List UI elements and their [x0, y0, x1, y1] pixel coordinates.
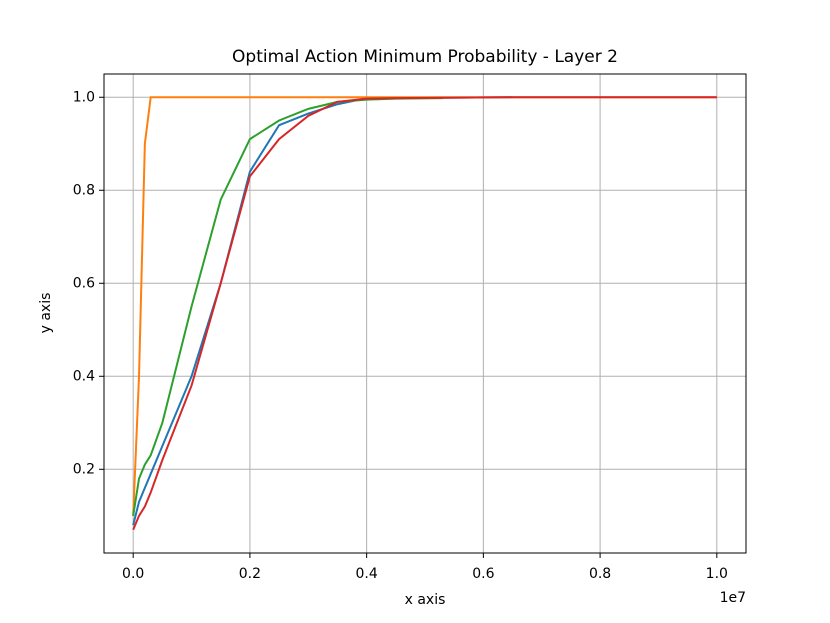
series-line: [132, 96, 717, 516]
x-tick-label: 1.0: [706, 566, 728, 582]
x-offset-label: 1e7: [720, 590, 746, 606]
y-tick-label: 0.6: [73, 275, 95, 291]
x-tick-label: 0.6: [472, 566, 494, 582]
y-axis-label: y axis: [38, 293, 54, 334]
series-line: [132, 96, 717, 531]
plot-frame: [103, 73, 747, 554]
x-tick-label: 0.0: [122, 566, 144, 582]
x-tick-label: 0.8: [589, 566, 611, 582]
y-tick-label: 1.0: [73, 89, 95, 105]
series-line: [132, 97, 443, 516]
chart-title: Optimal Action Minimum Probability - Lay…: [232, 47, 618, 67]
x-axis-label: x axis: [405, 592, 446, 608]
x-tick-label: 0.2: [239, 566, 261, 582]
y-tick-label: 0.2: [73, 461, 95, 477]
y-tick-label: 0.8: [73, 182, 95, 198]
y-tick-label: 0.4: [73, 368, 95, 384]
x-tick-label: 0.4: [356, 566, 378, 582]
